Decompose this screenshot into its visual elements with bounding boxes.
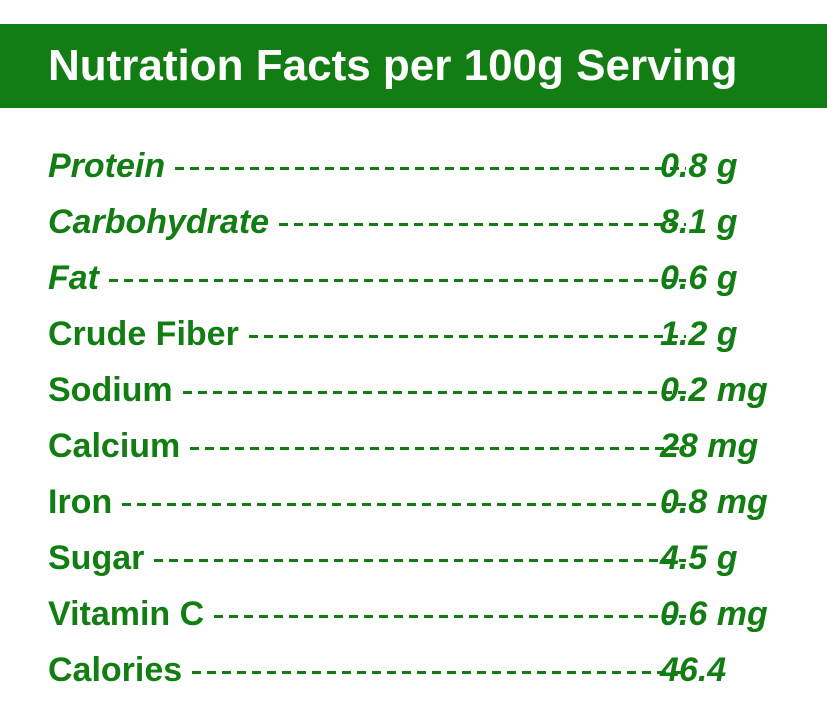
nutrient-row-sodium: Sodium 0.2 mg [48, 362, 808, 418]
nutrient-row-crude-fiber: Crude Fiber 1.2 g [48, 306, 808, 362]
dotted-leader [190, 447, 686, 450]
dotted-leader [249, 335, 686, 338]
nutrient-row-sugar: Sugar 4.5 g [48, 530, 808, 586]
nutrient-label: Calcium [48, 427, 181, 465]
nutrient-label: Sodium [48, 371, 173, 409]
nutrient-value: 46.4 [660, 651, 727, 689]
nutrient-value: 0.8 g [660, 147, 738, 185]
nutrient-label: Vitamin C [48, 595, 205, 633]
nutrient-value: 4.5 g [660, 539, 738, 577]
dotted-leader [175, 167, 686, 170]
nutrient-label: Carbohydrate [48, 203, 270, 241]
nutrient-label: Calories [48, 651, 183, 689]
nutrient-row-protein: Protein 0.8 g [48, 138, 808, 194]
nutrient-value: 0.6 mg [660, 595, 768, 633]
nutrient-label: Iron [48, 483, 113, 521]
nutrient-row-vitamin-c: Vitamin C 0.6 mg [48, 586, 808, 642]
dotted-leader [109, 279, 686, 282]
nutrient-value: 0.8 mg [660, 483, 768, 521]
nutrient-label: Protein [48, 147, 166, 185]
dotted-leader [279, 223, 686, 226]
nutrient-label: Sugar [48, 539, 145, 577]
nutrient-value: 1.2 g [660, 315, 738, 353]
dotted-leader [183, 391, 686, 394]
nutrient-row-iron: Iron 0.8 mg [48, 474, 808, 530]
nutrient-row-calories: Calories 46.4 [48, 642, 808, 698]
dotted-leader [122, 503, 686, 506]
nutrient-value: 28 mg [660, 427, 759, 465]
dotted-leader [192, 671, 686, 674]
nutrient-value: 0.2 mg [660, 371, 768, 409]
dotted-leader [154, 559, 686, 562]
nutrient-row-calcium: Calcium 28 mg [48, 418, 808, 474]
nutrition-list: Protein 0.8 g Carbohydrate 8.1 g Fat 0.6… [48, 138, 808, 698]
nutrient-label: Crude Fiber [48, 315, 239, 353]
nutrient-label: Fat [48, 259, 99, 297]
nutrient-row-carbohydrate: Carbohydrate 8.1 g [48, 194, 808, 250]
nutrient-value: 8.1 g [660, 203, 738, 241]
nutrient-row-fat: Fat 0.6 g [48, 250, 808, 306]
header-banner: Nutration Facts per 100g Serving [0, 24, 827, 108]
dotted-leader [214, 615, 686, 618]
page-title: Nutration Facts per 100g Serving [48, 41, 738, 90]
nutrient-value: 0.6 g [660, 259, 738, 297]
